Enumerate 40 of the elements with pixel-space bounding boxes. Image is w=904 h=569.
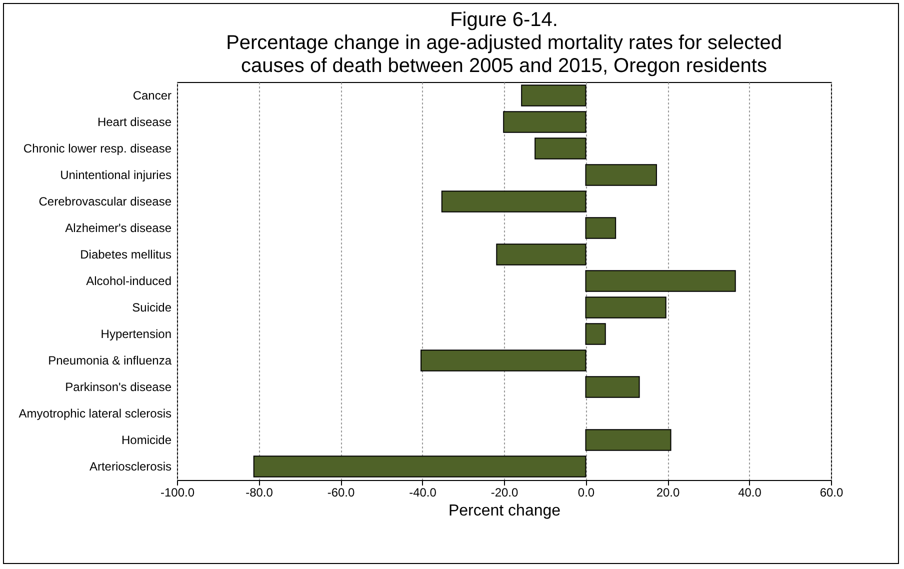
x-tick-label: 20.0 [656,486,680,500]
x-axis-title: Percent change [448,502,561,520]
y-tick-label: Homicide [121,432,172,447]
y-tick-label: Cancer [132,88,172,103]
x-tick-label: 0.0 [578,486,595,500]
bar [585,376,640,398]
y-tick-label: Hypertension [100,326,172,341]
y-tick-label: Amyotrophic lateral sclerosis [18,406,172,420]
bar [585,323,606,345]
y-tick-label: Alzheimer's disease [65,221,172,236]
y-tick-label: Cerebrovascular disease [38,194,172,209]
bar [585,164,657,186]
x-tick-label: 40.0 [738,486,762,500]
x-tick-label: 60.0 [820,486,844,500]
x-tick-label: -40.0 [409,486,437,500]
x-tick-label: -80.0 [246,486,274,500]
bar [521,84,586,106]
bar [253,456,586,478]
y-tick-label: Diabetes mellitus [80,248,172,262]
x-tick-label: -20.0 [490,486,518,500]
y-tick-label: Heart disease [97,115,172,130]
bar [585,217,616,239]
y-tick-label: Suicide [132,300,172,314]
bar [441,190,586,212]
chart-title: Figure 6-14. Percentage change in age-adjusted mortality rates for selected causes of death between 2005 and 2015, Oregon residents [226,9,782,77]
y-tick-label: Parkinson's disease [65,380,172,394]
x-tick-label: -60.0 [327,486,355,500]
bar [585,270,736,292]
bar [503,111,586,133]
bar [585,429,672,451]
y-tick-label: Arteriosclerosis [89,459,172,474]
bar [496,244,586,266]
y-tick-label: Unintentional injuries [60,168,172,182]
bar [420,350,586,372]
y-tick-label: Alcohol-induced [86,274,172,288]
bar [534,138,586,160]
y-tick-label: Chronic lower resp. disease [23,142,172,156]
y-tick-label: Pneumonia & influenza [48,353,172,368]
x-tick-label: -100.0 [160,486,195,500]
bar [585,296,666,318]
